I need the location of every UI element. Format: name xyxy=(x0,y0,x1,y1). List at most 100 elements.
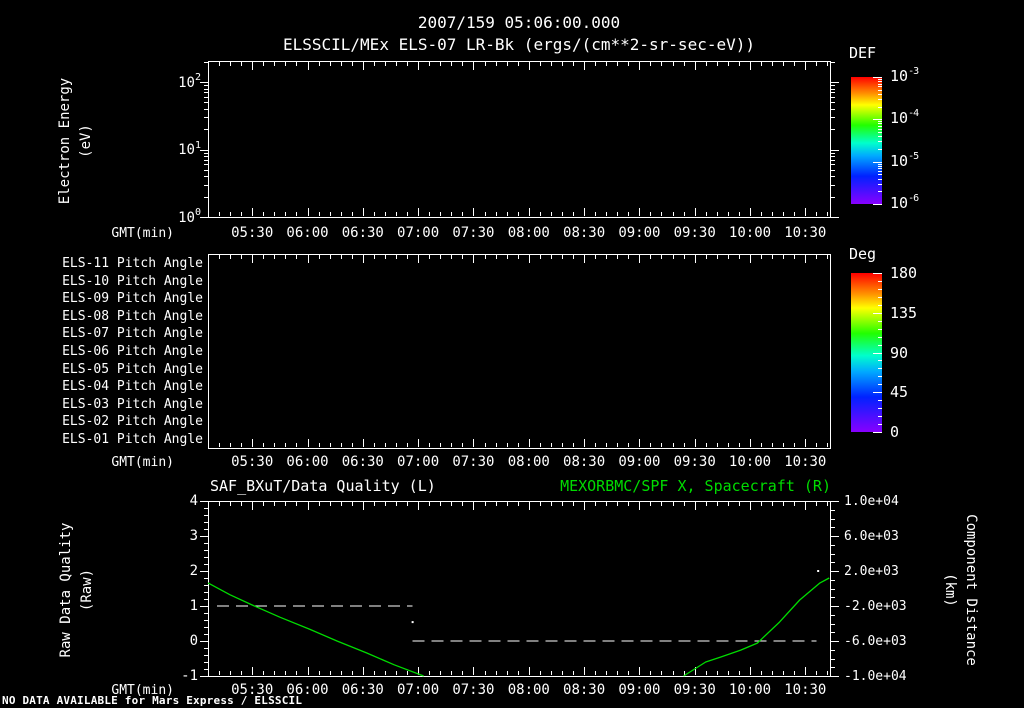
deg-colorbar-title: Deg xyxy=(849,245,877,263)
distance-y-tick-label: -2.0e+03 xyxy=(844,599,907,614)
quality-y-tick-label: 3 xyxy=(189,528,198,544)
x-tick-label: 05:30 xyxy=(231,225,274,241)
deg-colorbar xyxy=(851,273,882,432)
page-title-datetime: 2007/159 05:06:00.000 xyxy=(417,13,621,32)
quality-panel-right-title: MEXORBMC/SPF X, Spacecraft (R) xyxy=(560,477,831,495)
quality-panel-frame xyxy=(208,501,831,677)
distance-y-tick-label: 2.0e+03 xyxy=(844,564,899,579)
distance-y-axis-label: Component Distance (km) xyxy=(938,480,982,700)
def-colorbar xyxy=(851,77,882,204)
quality-isolated-point-1 xyxy=(411,621,414,624)
pitch-row-label: ELS-01 Pitch Angle xyxy=(62,432,203,447)
pitch-row-label: ELS-09 Pitch Angle xyxy=(62,291,203,307)
energy-y-tick-label: 102 xyxy=(178,72,201,91)
pitch-row-label: ELS-06 Pitch Angle xyxy=(62,344,203,359)
x-tick-label: 07:00 xyxy=(397,225,440,241)
energy-y-tick-label: 101 xyxy=(178,139,201,159)
pitch-row-label: ELS-04 Pitch Angle xyxy=(62,379,203,395)
x-tick-label: 06:00 xyxy=(286,454,329,470)
x-tick-label: 06:00 xyxy=(286,225,329,241)
def-colorbar-tick-label: 10-4 xyxy=(890,108,919,128)
gmt-label-pitch: GMT(min) xyxy=(111,455,174,470)
deg-colorbar-tick-label: 135 xyxy=(890,303,918,322)
energy-y-tick-label: 100 xyxy=(178,207,201,226)
x-tick-label: 06:30 xyxy=(341,225,384,241)
x-tick-label: 08:30 xyxy=(563,454,606,470)
bottom-panel-series xyxy=(207,570,830,677)
gmt-label-quality: GMT(min) xyxy=(111,683,174,698)
quality-y-tick-label: 0 xyxy=(189,633,198,649)
distance-y-axis-label-line1: Component Distance xyxy=(963,514,979,666)
colorbars xyxy=(851,77,882,433)
x-tick-label: 07:30 xyxy=(452,682,495,698)
deg-colorbar-tick-label: 45 xyxy=(890,383,909,402)
x-tick-label: 06:30 xyxy=(341,454,384,470)
distance-y-axis-label-line2: (km) xyxy=(942,573,958,607)
x-tick-label: 07:30 xyxy=(452,454,495,470)
quality-y-axis-label-line1: Raw Data Quality xyxy=(58,522,74,658)
def-colorbar-tick-label: 10-6 xyxy=(890,193,919,212)
x-tick-label: 10:30 xyxy=(784,454,827,470)
energy-y-axis-label: Electron Energy (eV) xyxy=(54,31,98,251)
x-tick-label: 08:30 xyxy=(563,682,606,698)
quality-y-axis-label-line2: (Raw) xyxy=(79,568,95,612)
distance-y-tick-label: -1.0e+04 xyxy=(844,669,907,684)
pitch-row-label: ELS-10 Pitch Angle xyxy=(62,273,203,289)
x-tick-label: 10:00 xyxy=(728,225,772,241)
x-tick-label: 08:00 xyxy=(507,225,550,241)
def-colorbar-tick-label: 10-3 xyxy=(890,66,919,85)
quality-y-tick-label: 4 xyxy=(189,493,198,509)
quality-isolated-point-2 xyxy=(817,570,820,572)
x-tick-label: 05:30 xyxy=(231,454,274,470)
pitch-row-label: ELS-05 Pitch Angle xyxy=(62,361,203,377)
deg-colorbar-tick-label: 0 xyxy=(890,423,900,441)
energy-panel-frame xyxy=(208,61,831,218)
x-tick-label: 09:00 xyxy=(618,682,661,698)
def-colorbar-title: DEF xyxy=(849,44,877,62)
x-tick-label: 10:30 xyxy=(784,225,827,241)
x-tick-label: 07:00 xyxy=(397,682,440,698)
x-tick-label: 09:30 xyxy=(673,682,716,698)
page-title-dataset: ELSSCIL/MEx ELS-07 LR-Bk (ergs/(cm**2-sr… xyxy=(282,35,755,54)
panel-frames xyxy=(208,61,831,677)
energy-y-axis-label-line1: Electron Energy xyxy=(57,77,73,205)
x-tick-label: 09:00 xyxy=(618,454,661,470)
x-tick-label: 08:30 xyxy=(563,225,606,241)
x-tick-label: 09:30 xyxy=(673,225,716,241)
x-tick-label: 10:00 xyxy=(728,454,772,470)
pitch-row-label: ELS-11 Pitch Angle xyxy=(62,256,203,271)
x-tick-label: 09:00 xyxy=(618,225,661,241)
spacecraft-distance-curve-segment-1 xyxy=(207,582,424,677)
quality-y-axis-label: Raw Data Quality (Raw) xyxy=(55,480,99,700)
x-tick-label: 09:30 xyxy=(673,454,716,470)
quality-y-tick-label: 2 xyxy=(189,563,198,579)
x-tick-label: 08:00 xyxy=(507,682,550,698)
pitch-row-label: ELS-02 Pitch Angle xyxy=(62,414,203,430)
x-tick-label: 10:00 xyxy=(728,682,772,698)
x-tick-label: 07:30 xyxy=(452,225,495,241)
pitch-row-label: ELS-08 Pitch Angle xyxy=(62,308,203,324)
no-data-footer-note: NO DATA AVAILABLE for Mars Express / ELS… xyxy=(2,694,303,707)
quality-y-tick-label: -1 xyxy=(181,668,198,684)
x-tick-label: 06:00 xyxy=(286,682,329,698)
gmt-label-energy: GMT(min) xyxy=(111,226,174,241)
pitch-panel-frame xyxy=(208,254,831,449)
spacecraft-distance-curve-segment-2 xyxy=(683,577,830,677)
axis-ticks xyxy=(200,62,839,677)
x-tick-label: 06:30 xyxy=(341,682,384,698)
distance-y-tick-label: -6.0e+03 xyxy=(844,634,907,649)
def-colorbar-tick-label: 10-5 xyxy=(890,150,919,170)
deg-colorbar-tick-label: 180 xyxy=(890,264,918,282)
x-tick-label: 08:00 xyxy=(507,454,550,470)
quality-y-tick-label: 1 xyxy=(189,598,198,614)
deg-colorbar-tick-label: 90 xyxy=(890,343,909,362)
energy-y-axis-label-line2: (eV) xyxy=(78,124,94,158)
x-tick-label: 10:30 xyxy=(784,682,827,698)
x-tick-label: 07:00 xyxy=(397,454,440,470)
distance-y-tick-label: 1.0e+04 xyxy=(844,494,899,509)
distance-y-tick-label: 6.0e+03 xyxy=(844,529,899,544)
pitch-row-label: ELS-07 Pitch Angle xyxy=(62,326,203,342)
x-tick-label: 05:30 xyxy=(231,682,274,698)
